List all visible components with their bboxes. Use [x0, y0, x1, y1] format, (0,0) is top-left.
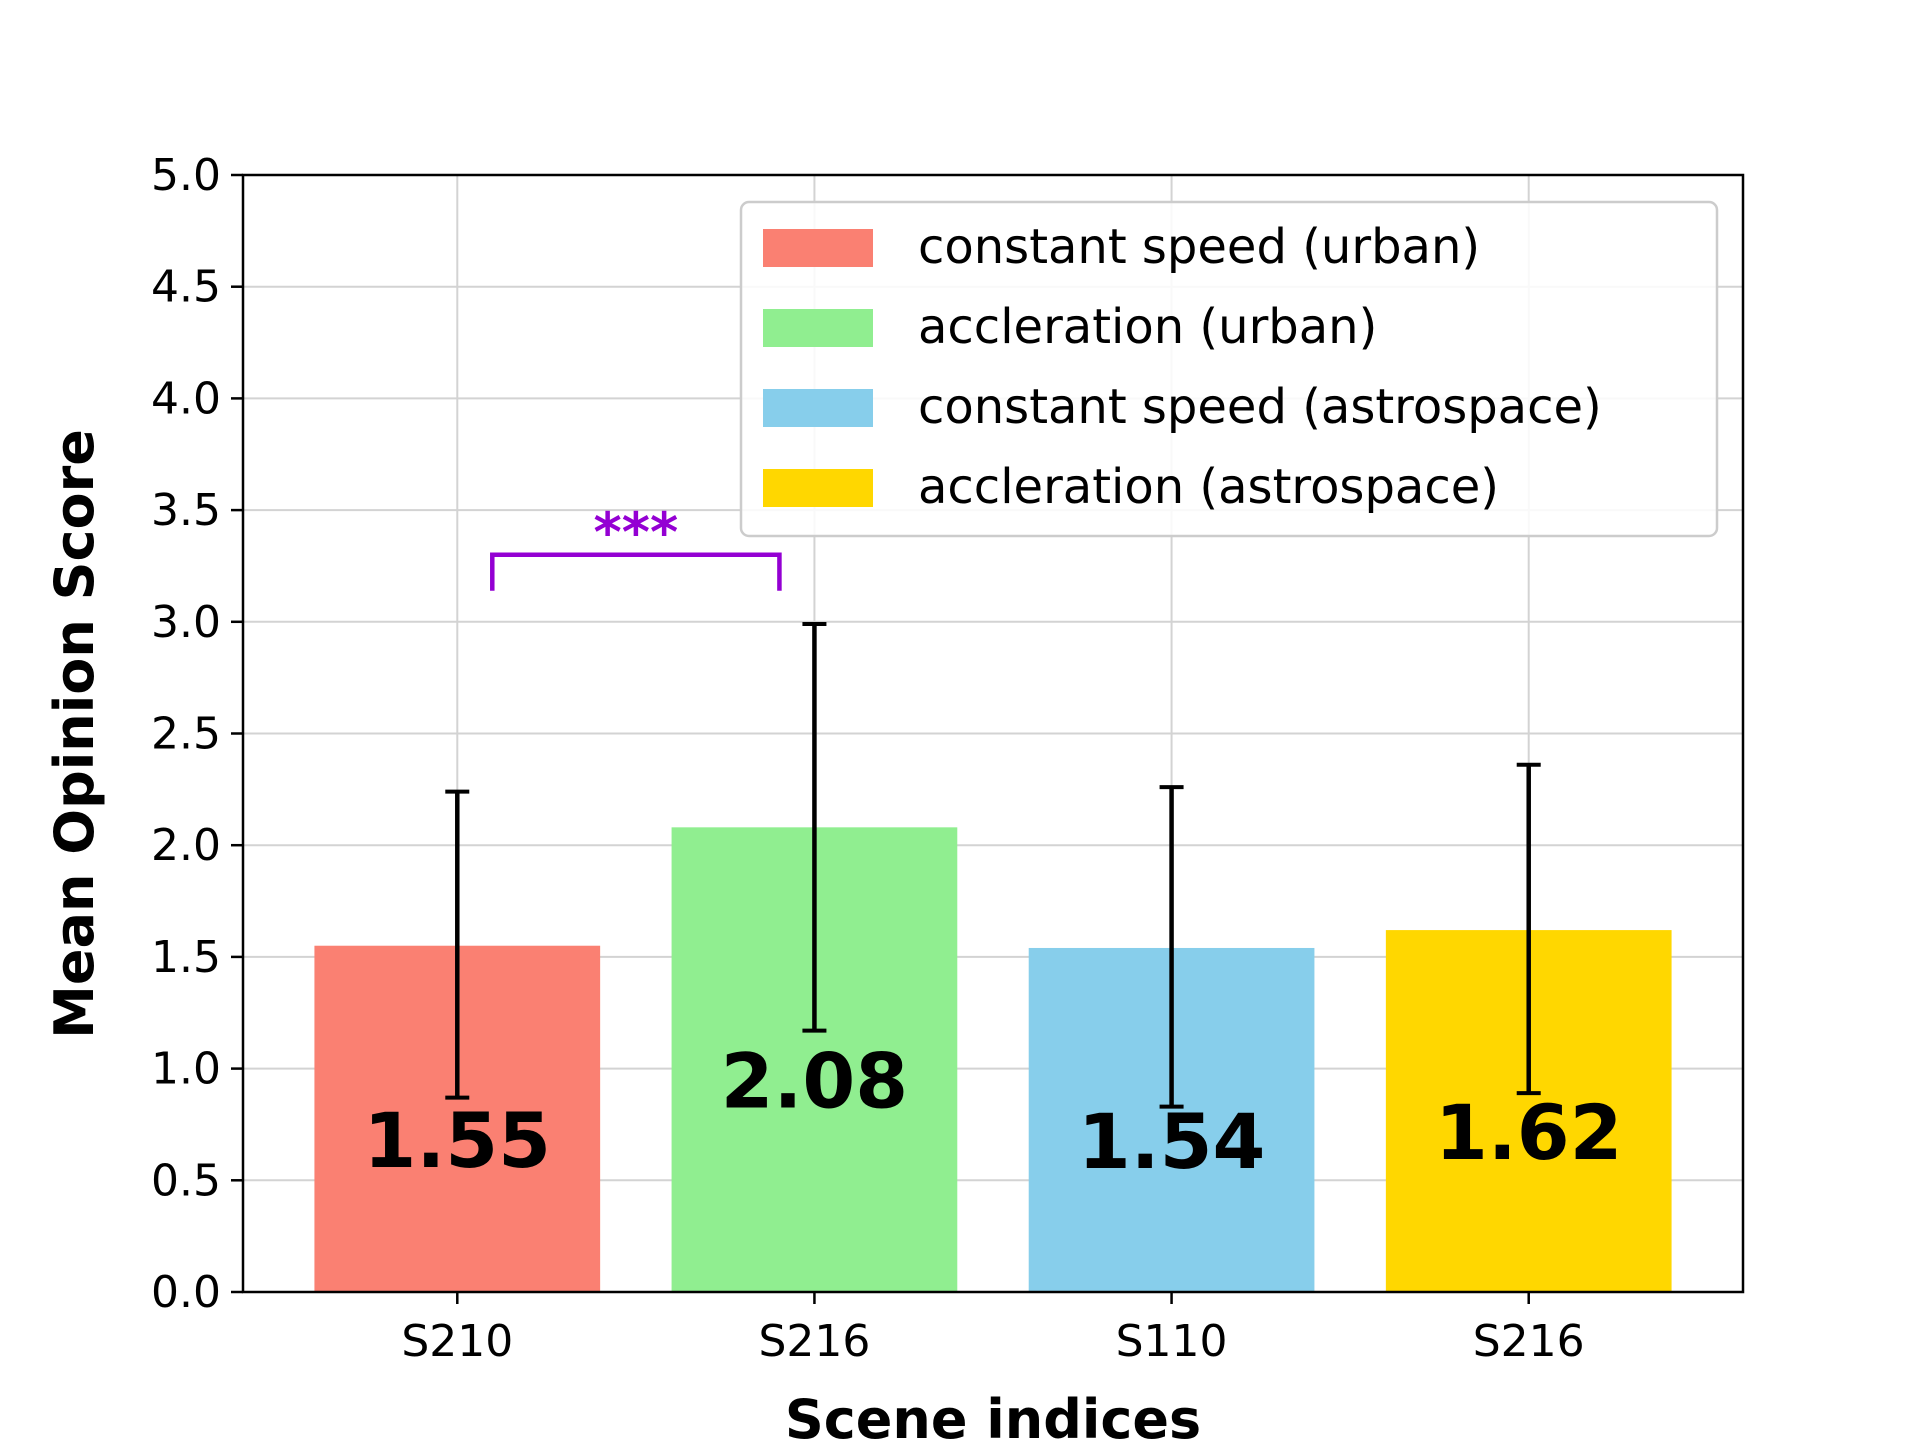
legend-swatch: [763, 309, 873, 347]
bars: [314, 827, 1672, 1292]
x-tick-label: S216: [758, 1316, 870, 1367]
significance-bracket: [490, 552, 782, 591]
value-labels: 1.55 2.08 1.54 1.62: [364, 1037, 1623, 1186]
x-tick-label: S216: [1473, 1316, 1585, 1367]
legend-entry: accleration (astrospace): [763, 459, 1499, 515]
x-tick-label: S110: [1116, 1316, 1228, 1367]
y-tick-label: 1.5: [151, 932, 221, 983]
legend-label: accleration (astrospace): [918, 459, 1499, 515]
legend-entry: constant speed (astrospace): [763, 379, 1602, 435]
bar-value-label: 2.08: [721, 1037, 909, 1126]
y-tick-label: 2.0: [151, 820, 221, 871]
legend: constant speed (urban) accleration (urban…: [739, 200, 1719, 538]
y-tick-label: 3.0: [151, 597, 221, 648]
error-bars: [445, 622, 1541, 1109]
y-tick-label: 0.5: [151, 1155, 221, 1206]
bar-value-label: 1.54: [1078, 1097, 1266, 1186]
y-tick-label: 3.5: [151, 485, 221, 536]
x-axis-label: Scene indices: [785, 1388, 1201, 1440]
y-tick-label: 2.5: [151, 709, 221, 760]
significance-label: ***: [593, 501, 678, 564]
legend-swatch: [763, 229, 873, 267]
y-tick-label: 0.0: [151, 1267, 221, 1318]
legend-entry: accleration (urban): [763, 299, 1377, 355]
x-axis-ticks: S210 S216 S110 S216: [401, 1292, 1585, 1367]
x-tick-label: S210: [401, 1316, 513, 1367]
legend-label: constant speed (astrospace): [918, 379, 1602, 435]
legend-box: [739, 200, 1719, 538]
y-axis-ticks: 0.0 0.5 1.0 1.5 2.0 2.5 3.0 3.5 4.0 4.5 5.0: [151, 150, 243, 1318]
bar-value-label: 1.55: [364, 1096, 552, 1185]
y-tick-label: 4.0: [151, 373, 221, 424]
bar-value-label: 1.62: [1435, 1088, 1623, 1177]
legend-swatch: [763, 389, 873, 427]
y-tick-label: 5.0: [151, 150, 221, 201]
legend-label: constant speed (urban): [918, 219, 1480, 275]
legend-entry: constant speed (urban): [763, 219, 1480, 275]
y-tick-label: 4.5: [151, 262, 221, 313]
legend-label: accleration (urban): [918, 299, 1377, 355]
significance-annotation: ***: [490, 501, 782, 591]
legend-swatch: [763, 469, 873, 507]
y-axis-label: Mean Opinion Score: [43, 429, 106, 1039]
y-tick-label: 1.0: [151, 1044, 221, 1095]
